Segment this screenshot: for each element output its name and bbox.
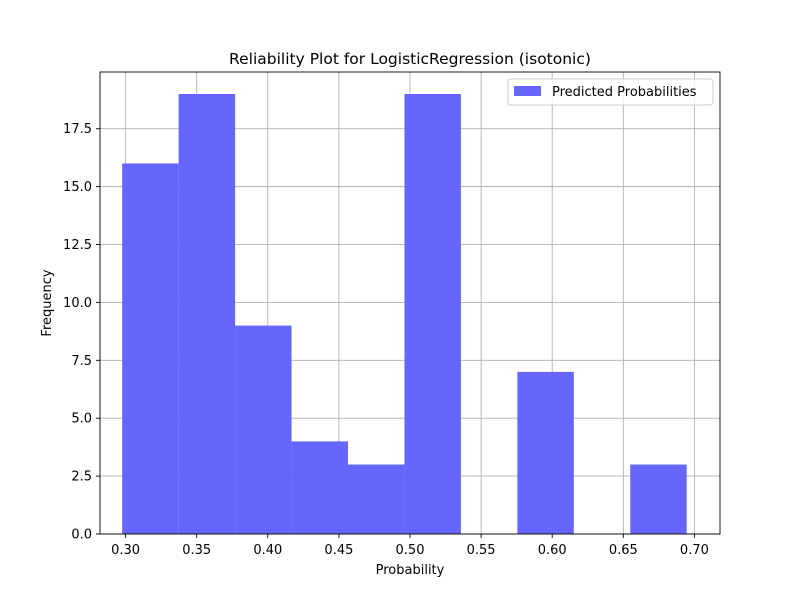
y-axis-label: Frequency xyxy=(40,269,55,336)
x-tick-label: 0.65 xyxy=(609,543,638,558)
y-tick-label: 0.0 xyxy=(71,528,92,543)
x-tick-label: 0.35 xyxy=(182,543,211,558)
x-axis-label: Probability xyxy=(376,563,445,578)
x-tick-label: 0.50 xyxy=(396,543,425,558)
legend: Predicted Probabilities xyxy=(507,78,714,106)
y-tick-label: 5.0 xyxy=(71,412,92,427)
plot-frame xyxy=(99,71,721,535)
histogram-bar-7 xyxy=(517,371,574,534)
histogram-bar-2 xyxy=(235,325,292,534)
x-tick-label: 0.55 xyxy=(467,543,496,558)
y-tick-label: 10.0 xyxy=(63,296,92,311)
axis-ticks: 0.30 0.35 0.40 0.45 0.50 0.55 0.60 0.65 0.70 0.0 2… xyxy=(63,122,709,558)
x-tick-label: 0.45 xyxy=(324,543,353,558)
legend-box xyxy=(507,78,714,106)
x-tick-label: 0.70 xyxy=(680,543,709,558)
histogram-bar-3 xyxy=(291,441,348,534)
histogram-bar-0 xyxy=(122,163,179,534)
histogram-bar-4 xyxy=(348,464,405,534)
histogram-bar-9 xyxy=(630,464,687,534)
legend-label: Predicted Probabilities xyxy=(552,85,697,100)
y-tick-label: 7.5 xyxy=(71,354,92,369)
y-tick-label: 2.5 xyxy=(71,470,92,485)
y-tick-label: 12.5 xyxy=(63,238,92,253)
histogram-bar-5 xyxy=(404,94,461,534)
y-tick-label: 17.5 xyxy=(63,122,92,137)
histogram-bar-1 xyxy=(178,94,236,534)
chart-title: Reliability Plot for LogisticRegression … xyxy=(229,50,591,68)
x-tick-label: 0.40 xyxy=(253,543,282,558)
x-tick-label: 0.60 xyxy=(538,543,567,558)
x-tick-label: 0.30 xyxy=(111,543,140,558)
legend-swatch xyxy=(514,86,541,96)
histogram-bars xyxy=(122,94,687,534)
y-tick-label: 15.0 xyxy=(63,180,92,195)
